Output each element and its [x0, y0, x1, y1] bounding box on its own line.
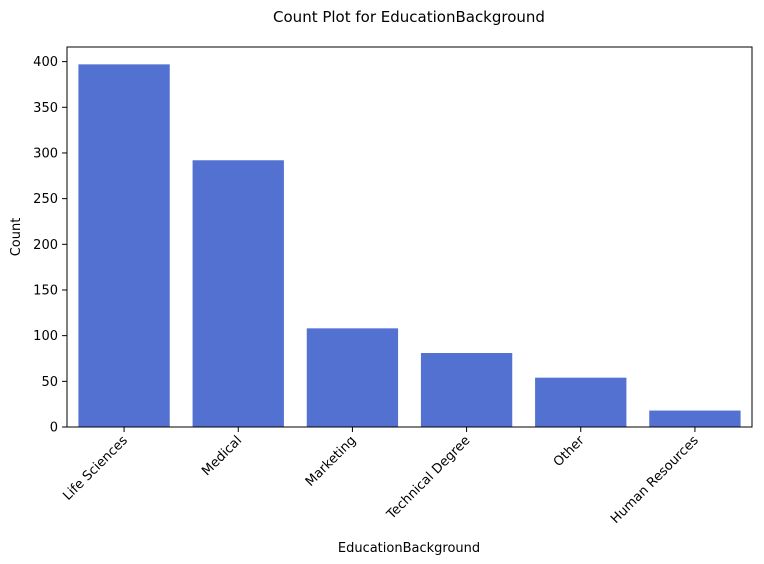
x-tick-label: Technical Degree	[383, 433, 473, 523]
y-tick-label: 400	[33, 55, 58, 70]
x-tick-label: Human Resources	[608, 433, 702, 527]
bar-medical	[192, 160, 284, 427]
y-tick-label: 350	[33, 101, 58, 116]
bars	[78, 64, 741, 428]
plot-area: 0 50 100 150 200 250 300 350 400 Life Sciences Me…	[33, 46, 753, 527]
x-tick-label: Life Sciences	[60, 433, 131, 504]
y-axis: 0 50 100 150 200 250 300 350 400	[33, 55, 67, 436]
chart-title: Count Plot for EducationBackground	[273, 8, 545, 26]
y-tick-label: 200	[33, 238, 58, 253]
x-tick-label: Other	[551, 433, 588, 470]
bar-human-resources	[649, 410, 741, 427]
x-tick-label: Marketing	[303, 433, 359, 489]
bar-life-sciences	[78, 64, 170, 428]
x-axis-label: EducationBackground	[338, 541, 480, 556]
bar-other	[535, 377, 627, 427]
y-axis-label: Count	[9, 218, 24, 257]
y-tick-label: 150	[33, 283, 58, 298]
plot-frame	[66, 46, 753, 428]
y-tick-label: 100	[33, 329, 58, 344]
y-tick-label: 250	[33, 192, 58, 207]
y-tick-label: 50	[41, 375, 58, 390]
y-tick-label: 300	[33, 146, 58, 161]
x-tick-label: Medical	[199, 433, 245, 479]
bar-marketing	[306, 328, 399, 427]
bar-technical-degree	[420, 353, 513, 427]
y-tick-label: 0	[50, 421, 58, 436]
x-axis: Life Sciences Medical Marketing Technical D…	[60, 427, 702, 527]
